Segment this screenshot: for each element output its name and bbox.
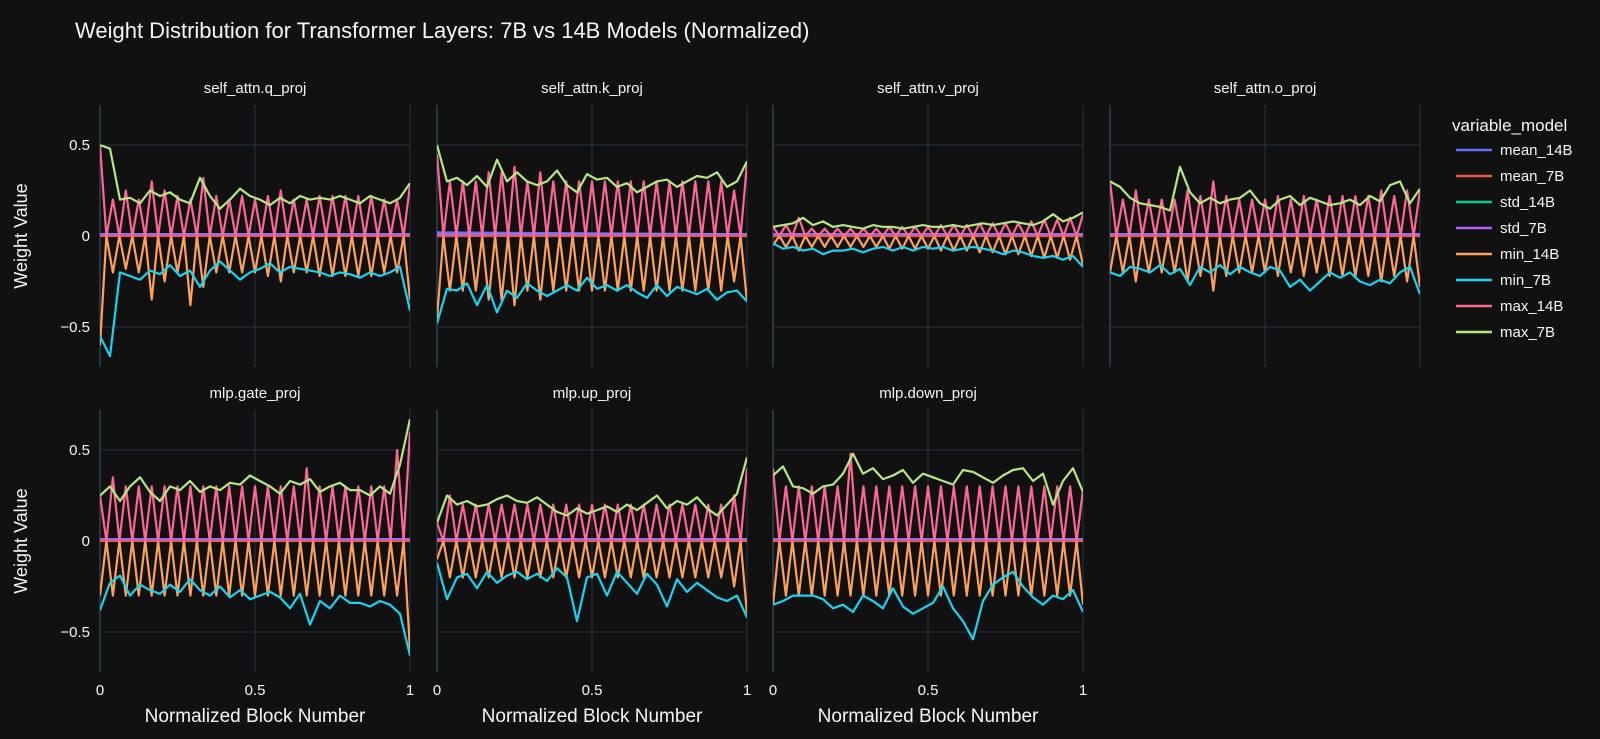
legend-item-std-14b[interactable]: std_14B — [1456, 194, 1555, 211]
legend[interactable]: variable_model mean_14B mean_7B std_14Bstd… — [1452, 116, 1573, 341]
x-axis-label: Normalized Block Number — [145, 706, 366, 727]
subplot-title: self_attn.k_proj — [541, 80, 643, 97]
legend-label: std_7B — [1500, 220, 1547, 237]
series-line-min-7b — [100, 574, 410, 656]
x-axis-label: Normalized Block Number — [818, 706, 1039, 727]
chart-title: Weight Distribution for Transformer Laye… — [75, 18, 809, 43]
subplot-title: mlp.down_proj — [879, 385, 977, 402]
x-axis-label: Normalized Block Number — [482, 706, 703, 727]
legend-label: mean_14B — [1500, 142, 1573, 159]
y-tick-label: 0 — [82, 228, 90, 245]
series-line-min-7b — [100, 260, 410, 358]
series-line-max-7b — [100, 143, 410, 210]
x-tick-label: 0 — [433, 682, 441, 699]
y-tick-label: −0.5 — [60, 319, 90, 336]
x-tick-label: 1 — [1079, 682, 1087, 699]
x-tick-label: 0.5 — [245, 682, 266, 699]
x-tick-label: 0 — [96, 682, 104, 699]
series-line-min-7b — [773, 242, 1083, 268]
legend-item-mean-14b[interactable]: mean_14B — [1456, 142, 1573, 159]
series-line-max-7b — [773, 452, 1083, 506]
subplot-mlp-gate-proj: mlp.gate_proj −0.5 0 0.5 Weight Value 0 0.5 1 No… — [11, 385, 414, 727]
series-line-max-7b — [773, 211, 1083, 230]
legend-label: min_7B — [1500, 272, 1551, 289]
legend-item-mean-7b[interactable]: mean_7B — [1456, 168, 1564, 185]
legend-label: max_14B — [1500, 298, 1563, 315]
series-line-min-7b — [1110, 264, 1420, 295]
series-line-max-7b — [437, 457, 747, 524]
legend-label: mean_7B — [1500, 168, 1564, 185]
y-axis-label: Weight Value — [11, 183, 31, 288]
series-line-max-7b — [1110, 165, 1420, 212]
subplot-title: mlp.gate_proj — [210, 385, 301, 402]
subplot-self-attn-k-proj: self_attn.k_proj — [436, 80, 748, 367]
subplot-title: self_attn.v_proj — [877, 80, 979, 97]
y-tick-label: 0 — [82, 533, 90, 550]
series-line-min-14b — [437, 234, 747, 318]
legend-item-max-7b[interactable]: max_7B — [1456, 324, 1555, 341]
legend-item-max-14b[interactable]: max_14B — [1456, 298, 1563, 315]
y-tick-label: 0.5 — [69, 137, 90, 154]
series-line-min-7b — [773, 570, 1083, 641]
subplot-self-attn-v-proj: self_attn.v_proj — [772, 80, 1084, 367]
subplot-title: mlp.up_proj — [553, 385, 631, 402]
legend-item-std-7b[interactable]: std_7B — [1456, 220, 1547, 237]
series-line-min-14b — [437, 539, 747, 614]
legend-item-min-7b[interactable]: min_7B — [1456, 272, 1551, 289]
x-tick-label: 0.5 — [582, 682, 603, 699]
legend-title: variable_model — [1452, 116, 1567, 135]
x-tick-label: 1 — [743, 682, 751, 699]
subplot-mlp-up-proj: mlp.up_proj 0 0.5 1 Normalized Block Number — [433, 385, 751, 727]
series-line-max-14b — [100, 431, 410, 543]
series-line-min-14b — [100, 234, 410, 346]
series-line-min-7b — [437, 562, 747, 623]
legend-item-min-14b[interactable]: min_14B — [1456, 246, 1559, 263]
series-line-max-14b — [100, 144, 410, 238]
subplot-title: self_attn.q_proj — [204, 80, 307, 97]
x-tick-label: 0 — [769, 682, 777, 699]
series-line-max-7b — [100, 418, 410, 503]
legend-label: max_7B — [1500, 324, 1555, 341]
series-line-min-7b — [437, 276, 747, 324]
x-tick-label: 0.5 — [918, 682, 939, 699]
legend-label: min_14B — [1500, 246, 1559, 263]
y-tick-label: 0.5 — [69, 442, 90, 459]
series-line-max-14b — [437, 154, 747, 238]
x-tick-label: 1 — [406, 682, 414, 699]
subplot-mlp-down-proj: mlp.down_proj 0 0.5 1 Normalized Block Numbe… — [769, 385, 1087, 727]
series-line-max-7b — [437, 144, 747, 194]
legend-label: std_14B — [1500, 194, 1555, 211]
subplot-self-attn-q-proj: self_attn.q_proj −0.5 0 0.5 Weight Value — [11, 80, 411, 367]
subplot-title: self_attn.o_proj — [1214, 80, 1317, 97]
y-tick-label: −0.5 — [60, 624, 90, 641]
y-axis-label: Weight Value — [11, 488, 31, 593]
series-line-min-14b — [100, 539, 410, 651]
subplot-self-attn-o-proj: self_attn.o_proj — [1109, 80, 1421, 367]
series-line-max-14b — [1110, 180, 1420, 238]
